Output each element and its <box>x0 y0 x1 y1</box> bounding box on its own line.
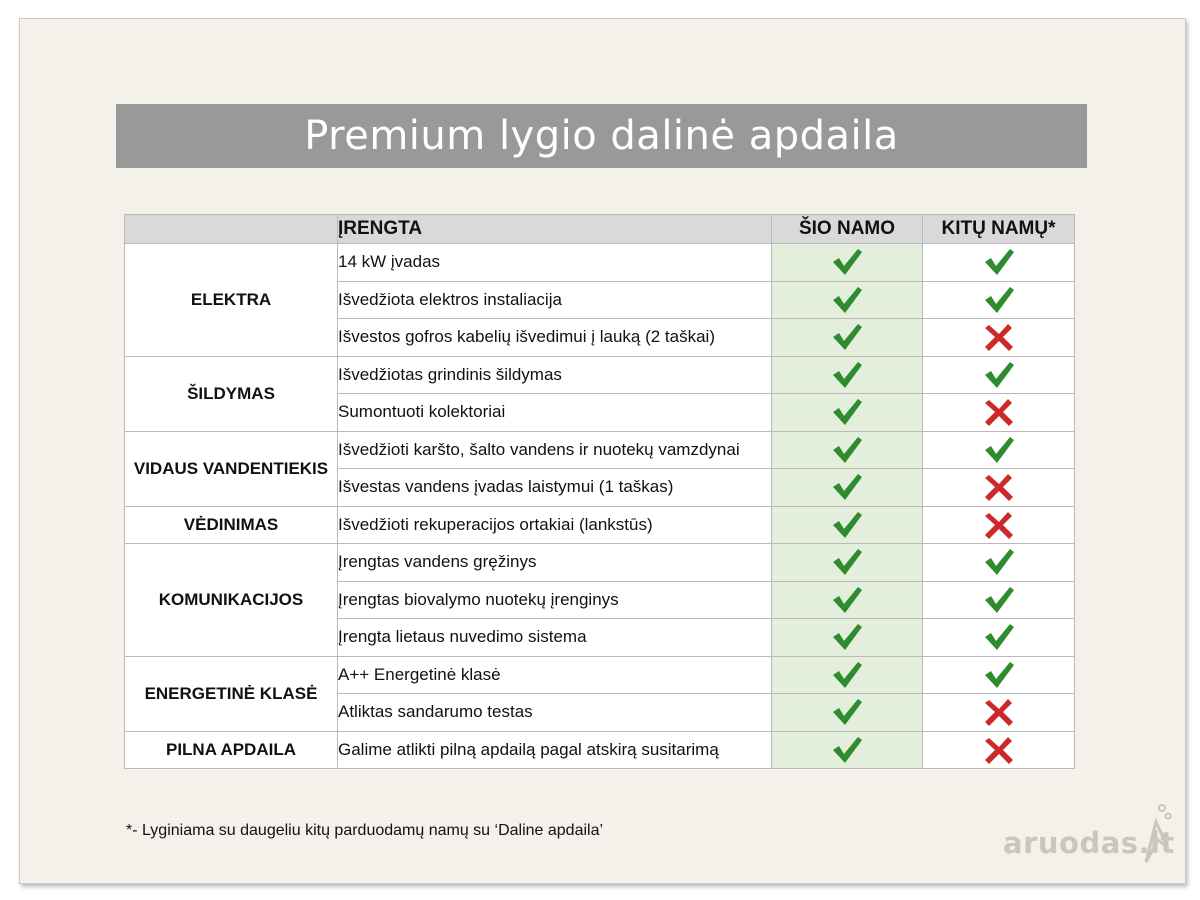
table-header-row: ĮRENGTA ŠIO NAMO KITŲ NAMŲ* <box>124 214 1075 244</box>
header-item: ĮRENGTA <box>337 214 772 244</box>
watermark-logo: aruodas.lt <box>1003 826 1175 860</box>
watermark-house-icon <box>1144 804 1172 863</box>
item-cell: A++ Energetinė klasė <box>337 655 772 694</box>
table-row: KOMUNIKACIJOS Įrengtas vandens gręžinys <box>124 543 1075 657</box>
check-icon <box>984 286 1014 313</box>
table-row: ENERGETINĖ KLASĖ A++ Energetinė klasė <box>124 655 1075 732</box>
check-icon <box>984 361 1014 388</box>
this-house-cell <box>771 580 923 619</box>
table-row: VĖDINIMAS Išvedžioti rekuperacijos ortaki… <box>124 505 1075 544</box>
item-cell: Išvestos gofros kabelių išvedimui į lauk… <box>337 318 772 357</box>
check-icon <box>833 549 862 576</box>
this-house-cell <box>771 393 923 432</box>
table-row: Išvestos gofros kabelių išvedimui į lauk… <box>125 318 1075 357</box>
cross-icon <box>984 511 1013 539</box>
cross-icon <box>984 699 1013 727</box>
table-row: Įrengtas biovalymo nuotekų įrenginys <box>125 580 1075 619</box>
table-row: ŠILDYMAS Išvedžiotas grindinis šildymas <box>124 355 1075 432</box>
check-icon <box>984 661 1014 688</box>
other-houses-cell <box>922 618 1075 657</box>
comparison-table: ĮRENGTA ŠIO NAMO KITŲ NAMŲ* ELEKTRA 14 kW… <box>124 214 1075 769</box>
category-cell: ŠILDYMAS <box>124 355 338 432</box>
check-icon <box>833 474 862 501</box>
this-house-cell <box>771 355 923 394</box>
other-houses-cell <box>922 243 1075 282</box>
check-icon <box>833 399 862 426</box>
check-icon <box>833 361 862 388</box>
check-icon <box>833 249 862 276</box>
header-other-houses: KITŲ NAMŲ* <box>922 214 1075 244</box>
category-cell: PILNA APDAILA <box>124 730 338 769</box>
item-cell: Atliktas sandarumo testas <box>337 693 772 732</box>
check-icon <box>984 549 1014 576</box>
check-icon <box>833 661 862 688</box>
this-house-cell <box>771 618 923 657</box>
item-cell: Išvedžioti karšto, šalto vandens ir nuot… <box>337 430 772 469</box>
cross-icon <box>984 736 1013 764</box>
check-icon <box>833 699 862 726</box>
this-house-cell <box>771 280 923 319</box>
check-icon <box>984 436 1014 463</box>
item-cell: Išvestas vandens įvadas laistymui (1 taš… <box>337 468 772 507</box>
table-body: ELEKTRA 14 kW įvadas Išvedžiota elektros i… <box>124 243 1075 769</box>
check-icon <box>984 249 1014 276</box>
other-houses-cell <box>922 393 1075 432</box>
category-cell: VĖDINIMAS <box>124 505 338 544</box>
table-row: ELEKTRA 14 kW įvadas <box>124 243 1075 357</box>
table-row: PILNA APDAILA Galime atlikti pilną apdail… <box>124 730 1075 769</box>
category-cell: VIDAUS VANDENTIEKIS <box>124 430 338 507</box>
category-cell: ELEKTRA <box>124 243 338 357</box>
this-house-cell <box>771 730 923 769</box>
this-house-cell <box>771 430 923 469</box>
check-icon <box>833 624 862 651</box>
check-icon <box>833 286 862 313</box>
other-houses-cell <box>922 430 1075 469</box>
check-icon <box>833 736 862 763</box>
item-cell: Įrengta lietaus nuvedimo sistema <box>337 618 772 657</box>
item-cell: 14 kW įvadas <box>337 243 772 282</box>
check-icon <box>833 436 862 463</box>
header-this-house: ŠIO NAMO <box>771 214 923 244</box>
cross-icon <box>984 399 1013 427</box>
header-blank-cell <box>124 214 338 244</box>
check-icon <box>984 624 1014 651</box>
item-cell: Išvedžiota elektros instaliacija <box>337 280 772 319</box>
this-house-cell <box>771 543 923 582</box>
category-cell: KOMUNIKACIJOS <box>124 543 338 657</box>
cross-icon <box>984 324 1013 352</box>
other-houses-cell <box>922 318 1075 357</box>
category-cell: ENERGETINĖ KLASĖ <box>124 655 338 732</box>
item-cell: Galime atlikti pilną apdailą pagal atski… <box>337 730 772 769</box>
this-house-cell <box>771 655 923 694</box>
other-houses-cell <box>922 355 1075 394</box>
page-title: Premium lygio dalinė apdaila <box>116 104 1087 168</box>
this-house-cell <box>771 243 923 282</box>
check-icon <box>833 511 862 538</box>
table-row: VIDAUS VANDENTIEKIS Išvedžioti karšto, ša… <box>124 430 1075 507</box>
item-cell: Įrengtas biovalymo nuotekų įrenginys <box>337 580 772 619</box>
table-row: Atliktas sandarumo testas <box>125 693 1075 732</box>
other-houses-cell <box>922 580 1075 619</box>
check-icon <box>833 324 862 351</box>
check-icon <box>833 586 862 613</box>
item-cell: Įrengtas vandens gręžinys <box>337 543 772 582</box>
this-house-cell <box>771 318 923 357</box>
this-house-cell <box>771 693 923 732</box>
this-house-cell <box>771 468 923 507</box>
other-houses-cell <box>922 655 1075 694</box>
other-houses-cell <box>922 693 1075 732</box>
other-houses-cell <box>922 543 1075 582</box>
item-cell: Sumontuoti kolektoriai <box>337 393 772 432</box>
this-house-cell <box>771 505 923 544</box>
other-houses-cell <box>922 280 1075 319</box>
other-houses-cell <box>922 468 1075 507</box>
footnote: *- Lyginiama su daugeliu kitų parduodamų… <box>126 822 604 839</box>
cross-icon <box>984 474 1013 502</box>
item-cell: Išvedžioti rekuperacijos ortakiai (lanks… <box>337 505 772 544</box>
check-icon <box>984 586 1014 613</box>
item-cell: Išvedžiotas grindinis šildymas <box>337 355 772 394</box>
other-houses-cell <box>922 505 1075 544</box>
other-houses-cell <box>922 730 1075 769</box>
